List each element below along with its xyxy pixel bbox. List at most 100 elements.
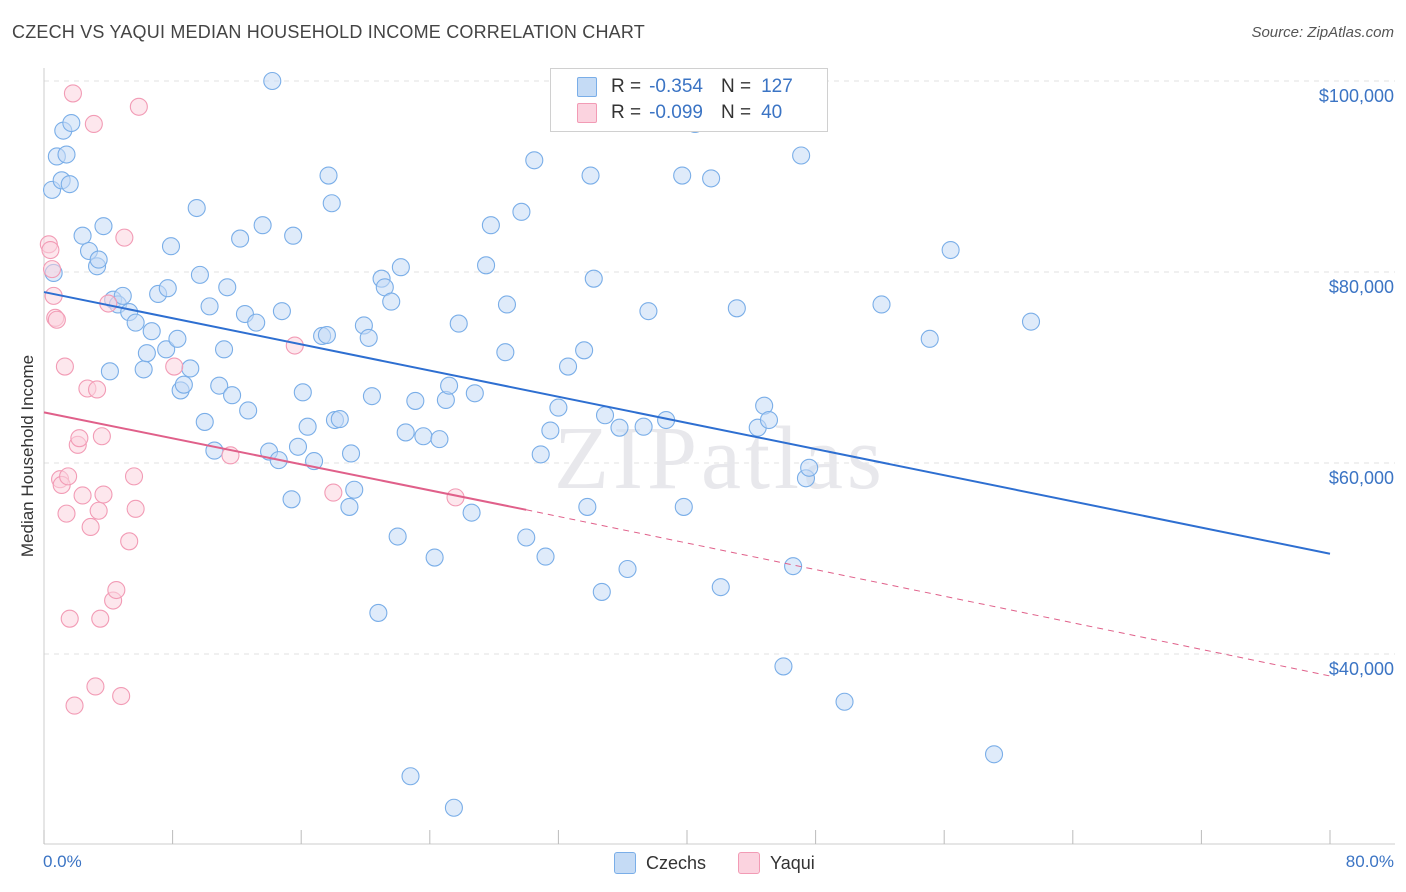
- yaqui-points: [39, 84, 465, 715]
- czech-point: [618, 559, 637, 579]
- x-tick-label-min: 0.0%: [43, 852, 82, 871]
- czech-point: [134, 360, 153, 379]
- yaqui-point: [73, 486, 92, 505]
- yaqui-point: [84, 114, 103, 134]
- yaqui-point: [126, 499, 145, 518]
- czech-point: [449, 314, 468, 333]
- czech-point: [396, 423, 415, 442]
- yaqui-point: [324, 483, 343, 502]
- czech-point: [800, 458, 819, 477]
- czech-point: [388, 527, 407, 546]
- yaqui-point: [41, 240, 60, 260]
- czech-point: [525, 151, 544, 170]
- czech-point: [406, 391, 425, 410]
- czech-point: [359, 328, 378, 347]
- czech-point: [610, 418, 629, 437]
- legend-row-czech: R = -0.354 N = 127: [577, 76, 793, 98]
- czech-point: [674, 497, 693, 516]
- czech-point: [94, 217, 113, 236]
- correlation-legend: R = -0.354 N = 127 R = -0.099 N = 40: [550, 68, 828, 132]
- czech-swatch: [577, 77, 597, 97]
- czech-point: [190, 265, 209, 284]
- czech-point: [282, 490, 301, 509]
- czech-point: [284, 226, 303, 245]
- yaqui-point: [42, 260, 62, 279]
- czech-point: [941, 240, 960, 260]
- czech-point: [137, 344, 156, 363]
- czech-point: [322, 194, 341, 213]
- czech-point: [531, 445, 550, 464]
- czech-point: [253, 216, 272, 235]
- czech-point: [541, 421, 560, 440]
- czech-points: [42, 71, 1041, 817]
- czech-point: [298, 417, 317, 436]
- czech-point: [595, 406, 615, 425]
- legend-item-label: Czechs: [646, 852, 707, 873]
- czech-point: [214, 340, 234, 359]
- yaqui-point: [94, 485, 113, 504]
- yaqui-point: [63, 84, 82, 103]
- czech-point: [391, 258, 410, 277]
- yaqui-point: [55, 357, 74, 376]
- czech-point: [161, 237, 181, 256]
- czech-point: [430, 430, 449, 449]
- czech-point: [462, 503, 481, 522]
- czech-point: [330, 410, 349, 429]
- czech-point: [481, 216, 500, 235]
- czech-point: [792, 146, 811, 165]
- czech-point: [113, 286, 132, 305]
- czech-point: [496, 343, 515, 362]
- czech-point: [512, 202, 531, 221]
- czech-point: [835, 692, 854, 711]
- czech-point: [223, 386, 242, 405]
- czech-point: [584, 269, 603, 288]
- czech-point: [60, 175, 79, 194]
- czech-point: [126, 313, 145, 332]
- legend-row-yaqui: R = -0.099 N = 40: [577, 102, 782, 124]
- czech-point: [444, 798, 463, 817]
- czech-point: [195, 412, 214, 431]
- czech-point: [142, 322, 161, 341]
- trend-lines: [43, 291, 1331, 677]
- czech-point: [272, 302, 291, 321]
- czech-point: [465, 384, 484, 403]
- legend-r-value: -0.099: [649, 102, 703, 123]
- czech-point: [157, 340, 176, 359]
- czech-point: [341, 444, 361, 463]
- czechs-swatch: [614, 852, 636, 874]
- chart-title: CZECH VS YAQUI MEDIAN HOUSEHOLD INCOME C…: [12, 22, 645, 42]
- czech-point: [239, 401, 258, 420]
- czech-point: [181, 359, 200, 378]
- czech-point: [578, 497, 597, 516]
- yaqui-point: [59, 467, 78, 486]
- yaqui-point: [60, 609, 79, 628]
- czech-point: [57, 145, 76, 164]
- czech-point: [231, 229, 250, 248]
- czech-point: [549, 398, 568, 417]
- legend-item-yaqui: Yaqui: [738, 852, 815, 874]
- source-label: Source: ZipAtlas.com: [1251, 24, 1394, 41]
- yaqui-point: [285, 336, 304, 355]
- czech-point: [340, 497, 359, 516]
- yaqui-point: [107, 580, 126, 600]
- yaqui-point: [81, 517, 100, 537]
- legend-n-value: 127: [761, 76, 793, 97]
- czech-point: [382, 292, 401, 311]
- yaqui-swatch: [738, 852, 761, 874]
- czech-point: [759, 410, 779, 430]
- yaqui-point: [91, 609, 110, 628]
- czech-point: [345, 480, 364, 499]
- czech-point: [369, 603, 388, 622]
- y-tick-label: $100,000: [1318, 86, 1394, 106]
- czech-point: [872, 295, 891, 314]
- y-tick-label: $80,000: [1328, 277, 1394, 297]
- czech-point: [362, 387, 381, 406]
- czech-point: [727, 299, 746, 318]
- legend-n-label: N =: [720, 102, 752, 123]
- yaqui-point: [129, 97, 148, 116]
- czech-point: [1021, 312, 1041, 331]
- czech-point: [288, 437, 308, 456]
- czech-point: [187, 198, 206, 218]
- yaqui-point: [120, 532, 139, 551]
